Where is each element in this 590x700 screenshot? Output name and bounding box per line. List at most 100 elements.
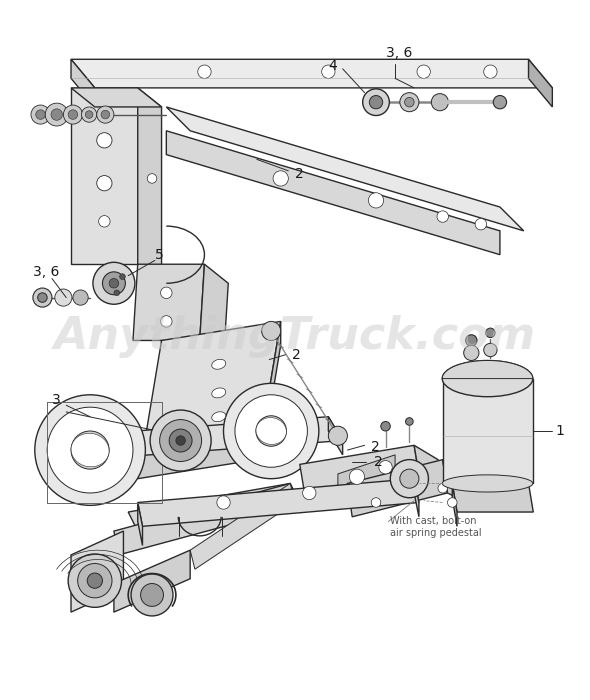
Circle shape — [391, 460, 428, 498]
Text: 4: 4 — [329, 59, 337, 73]
Circle shape — [86, 111, 93, 118]
Text: 3, 6: 3, 6 — [33, 265, 59, 279]
Polygon shape — [442, 360, 533, 379]
Polygon shape — [137, 503, 143, 545]
Text: 5: 5 — [155, 248, 163, 262]
Ellipse shape — [442, 475, 533, 492]
Circle shape — [47, 407, 133, 493]
Circle shape — [400, 92, 419, 112]
Circle shape — [381, 421, 391, 431]
Circle shape — [148, 174, 157, 183]
Circle shape — [417, 65, 430, 78]
Circle shape — [437, 211, 448, 223]
Circle shape — [486, 328, 495, 337]
Polygon shape — [199, 264, 228, 360]
Circle shape — [273, 171, 289, 186]
Circle shape — [81, 107, 97, 122]
Circle shape — [484, 65, 497, 78]
Circle shape — [464, 345, 479, 361]
Polygon shape — [128, 484, 300, 531]
Polygon shape — [137, 436, 261, 479]
Text: 2: 2 — [292, 348, 301, 362]
Circle shape — [224, 384, 319, 479]
Circle shape — [68, 110, 78, 119]
Polygon shape — [414, 479, 419, 517]
Circle shape — [447, 498, 457, 508]
Circle shape — [103, 272, 125, 295]
Circle shape — [484, 343, 497, 357]
Circle shape — [371, 498, 381, 508]
Circle shape — [68, 554, 122, 608]
Text: 2: 2 — [295, 167, 304, 181]
Circle shape — [31, 105, 50, 124]
Polygon shape — [71, 60, 95, 107]
Polygon shape — [114, 550, 190, 612]
Circle shape — [97, 106, 114, 123]
Circle shape — [55, 289, 72, 306]
Polygon shape — [442, 460, 476, 508]
Circle shape — [303, 486, 316, 500]
Ellipse shape — [256, 418, 286, 444]
Text: 3: 3 — [52, 393, 61, 407]
Circle shape — [329, 426, 348, 445]
Circle shape — [438, 484, 447, 493]
Circle shape — [150, 410, 211, 471]
Circle shape — [349, 469, 365, 484]
Polygon shape — [143, 321, 281, 455]
Circle shape — [369, 95, 383, 109]
Circle shape — [71, 431, 109, 469]
Circle shape — [261, 321, 281, 340]
Circle shape — [114, 290, 120, 295]
Polygon shape — [453, 484, 457, 526]
Circle shape — [169, 429, 192, 452]
Circle shape — [379, 461, 392, 474]
Polygon shape — [338, 455, 395, 503]
Circle shape — [73, 290, 88, 305]
Circle shape — [35, 395, 145, 505]
Text: With cast, bolt-on
air spring pedestal: With cast, bolt-on air spring pedestal — [391, 517, 482, 538]
Polygon shape — [133, 264, 205, 340]
Circle shape — [363, 89, 389, 116]
Ellipse shape — [212, 412, 226, 421]
Circle shape — [431, 94, 448, 111]
Circle shape — [493, 95, 507, 109]
Circle shape — [87, 573, 103, 588]
Circle shape — [93, 262, 135, 304]
Polygon shape — [329, 416, 343, 455]
Text: 3, 6: 3, 6 — [385, 46, 412, 60]
Circle shape — [36, 110, 45, 119]
Polygon shape — [414, 445, 442, 488]
Circle shape — [160, 287, 172, 298]
Circle shape — [400, 469, 419, 488]
Circle shape — [322, 65, 335, 78]
Polygon shape — [137, 88, 162, 279]
Polygon shape — [71, 88, 137, 264]
Polygon shape — [300, 445, 419, 493]
Circle shape — [99, 216, 110, 227]
Polygon shape — [114, 484, 295, 555]
Circle shape — [405, 418, 413, 426]
Ellipse shape — [212, 359, 226, 370]
Circle shape — [97, 176, 112, 191]
Circle shape — [63, 105, 83, 124]
Circle shape — [38, 293, 47, 302]
Circle shape — [33, 288, 52, 307]
Text: AnythingTruck.com: AnythingTruck.com — [54, 315, 536, 358]
Polygon shape — [190, 484, 295, 569]
Polygon shape — [137, 479, 419, 526]
Circle shape — [109, 279, 119, 288]
Polygon shape — [71, 531, 123, 612]
Text: 2: 2 — [371, 440, 380, 454]
Text: 1: 1 — [555, 424, 564, 438]
Circle shape — [97, 133, 112, 148]
Circle shape — [101, 111, 110, 119]
Polygon shape — [261, 321, 281, 460]
Circle shape — [256, 416, 286, 447]
Polygon shape — [71, 60, 552, 88]
Circle shape — [405, 97, 414, 107]
Polygon shape — [348, 460, 447, 517]
Circle shape — [176, 436, 185, 445]
Circle shape — [198, 65, 211, 78]
Circle shape — [45, 103, 68, 126]
Circle shape — [368, 193, 384, 208]
